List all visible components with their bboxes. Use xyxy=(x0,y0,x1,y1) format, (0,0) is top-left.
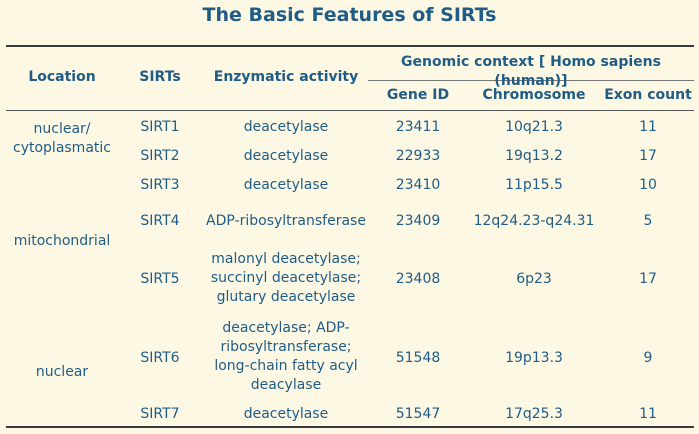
header-exon-count: Exon count xyxy=(604,87,692,103)
gene-id: 23409 xyxy=(395,213,441,229)
gene-id: 51547 xyxy=(395,406,441,422)
sirt-name: SIRT4 xyxy=(140,213,180,229)
enzymatic-activity: deacetylase xyxy=(243,177,329,193)
chromosome: 6p23 xyxy=(516,271,552,287)
sirt-name: SIRT2 xyxy=(140,148,180,164)
chromosome: 19q13.2 xyxy=(505,148,563,164)
location-nuclear: nuclear xyxy=(35,364,89,380)
header-chromosome: Chromosome xyxy=(482,87,586,103)
genomic-subheader-rule xyxy=(368,80,694,81)
gene-id: 23410 xyxy=(395,177,441,193)
chromosome: 10q21.3 xyxy=(505,119,563,135)
exon-count: 10 xyxy=(639,177,657,193)
gene-id: 22933 xyxy=(395,148,441,164)
enzymatic-activity: ADP-ribosyltransferase xyxy=(206,213,366,229)
enzymatic-activity: deacetylase xyxy=(243,406,329,422)
location-mitochondrial: mitochondrial xyxy=(13,233,111,249)
chromosome: 19p13.3 xyxy=(505,350,563,366)
exon-count: 9 xyxy=(643,350,653,366)
exon-count: 17 xyxy=(639,148,657,164)
sirt-name: SIRT1 xyxy=(140,119,180,135)
gene-id: 23408 xyxy=(395,271,441,287)
location-nuclear-cytoplasmatic: nuclear/ cytoplasmatic xyxy=(13,121,111,156)
sirt-name: SIRT7 xyxy=(140,406,180,422)
sirt-name: SIRT6 xyxy=(140,350,180,366)
sirt-name: SIRT5 xyxy=(140,271,180,287)
top-rule xyxy=(6,45,694,47)
enzymatic-activity: deacetylase xyxy=(243,148,329,164)
header-genomic-context: Genomic context [ Homo sapiens (human)] xyxy=(401,54,661,89)
chromosome: 11p15.5 xyxy=(505,177,563,193)
header-sirts: SIRTs xyxy=(139,69,181,85)
exon-count: 5 xyxy=(643,213,653,229)
exon-count: 17 xyxy=(639,271,657,287)
gene-id: 51548 xyxy=(395,350,441,366)
bottom-rule xyxy=(6,426,694,428)
gene-id: 23411 xyxy=(395,119,441,135)
enzymatic-activity: deacetylase xyxy=(243,119,329,135)
exon-count: 11 xyxy=(639,119,657,135)
enzymatic-activity: deacetylase; ADP- ribosyltransferase; lo… xyxy=(214,320,358,393)
header-bottom-rule xyxy=(6,110,694,111)
header-gene-id: Gene ID xyxy=(386,87,450,103)
table-title: The Basic Features of SIRTs xyxy=(202,4,497,26)
header-location: Location xyxy=(28,69,96,85)
enzymatic-activity: malonyl deacetylase; succinyl deacetylas… xyxy=(210,251,362,305)
header-enzymatic-activity: Enzymatic activity xyxy=(213,69,359,85)
exon-count: 11 xyxy=(639,406,657,422)
chromosome: 17q25.3 xyxy=(505,406,563,422)
sirt-name: SIRT3 xyxy=(140,177,180,193)
chromosome: 12q24.23-q24.31 xyxy=(473,213,595,229)
